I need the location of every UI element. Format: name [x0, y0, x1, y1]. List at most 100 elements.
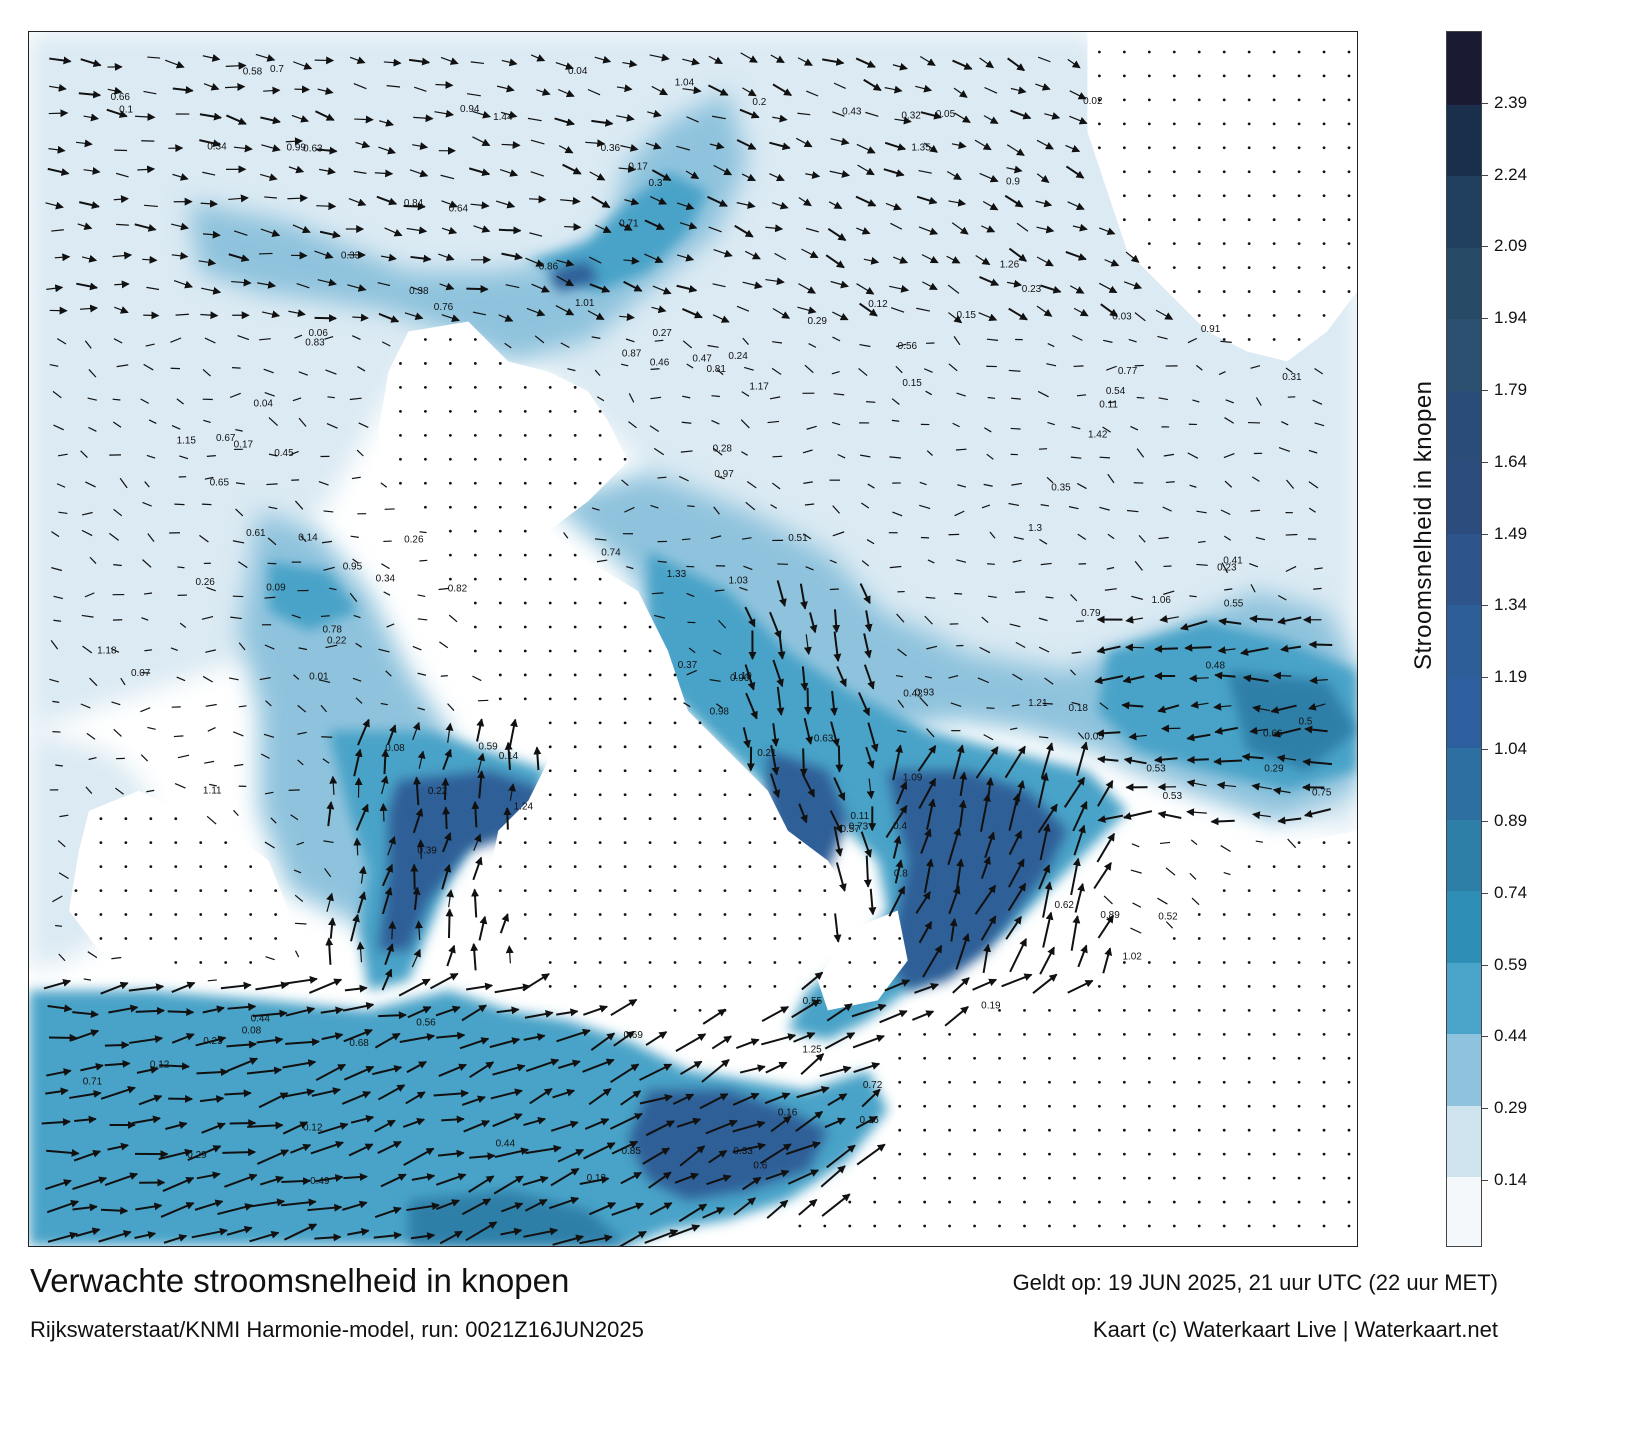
current-arrow: [888, 885, 906, 917]
current-arrow: [357, 718, 370, 746]
current-arrow: [160, 1202, 195, 1218]
current-arrow: [526, 307, 546, 317]
current-arrow: [53, 619, 62, 622]
calm-dot: [573, 769, 577, 773]
current-arrow: [324, 868, 332, 878]
speed-value-label: 0.75: [1312, 788, 1332, 799]
current-arrow: [461, 1004, 487, 1022]
calm-dot: [998, 1008, 1001, 1012]
calm-dot: [1122, 1104, 1126, 1108]
colorbar-tick-mark: [1482, 749, 1488, 751]
current-arrow: [355, 642, 363, 648]
current-arrow: [986, 338, 999, 341]
current-arrow: [682, 340, 693, 349]
calm-dot: [1247, 50, 1251, 54]
current-arrow: [173, 280, 193, 289]
current-arrow: [620, 143, 639, 152]
calm-dot: [773, 961, 777, 964]
current-arrow: [499, 169, 519, 177]
speed-value-label: 1.33: [667, 569, 687, 580]
calm-dot: [1347, 1128, 1351, 1132]
current-arrow: [315, 146, 338, 155]
current-arrow: [650, 195, 668, 205]
current-arrow: [651, 169, 672, 182]
calm-dot: [698, 865, 702, 869]
speed-value-label: 1.26: [1000, 259, 1020, 270]
current-arrow: [803, 687, 812, 716]
calm-dot: [1172, 1200, 1176, 1204]
current-arrow: [293, 674, 300, 680]
current-arrow: [832, 505, 841, 514]
calm-dot: [1097, 1224, 1101, 1228]
calm-dot: [798, 1224, 802, 1228]
current-arrow: [948, 885, 961, 915]
current-speed-map[interactable]: 0.16 0.22 0.39 0.29 0.34 0.16 0.15 0.04 0.23 0.21…: [28, 31, 1358, 1247]
calm-dot: [448, 457, 452, 461]
speed-value-label: 1.02: [1122, 951, 1142, 962]
calm-dot: [174, 865, 178, 869]
speed-value-label: 0.22: [428, 786, 448, 797]
speed-value-label: 0.55: [1224, 598, 1244, 609]
current-arrow: [956, 559, 967, 563]
speed-value-label: 0.6: [753, 1161, 767, 1172]
current-arrow: [657, 476, 667, 479]
calm-dot: [473, 649, 477, 653]
calm-dot: [773, 985, 777, 988]
calm-dot: [1048, 1104, 1051, 1108]
current-arrow: [821, 1193, 851, 1217]
current-arrow: [171, 425, 181, 430]
current-arrow: [470, 201, 490, 210]
calm-dot: [1197, 1200, 1201, 1204]
calm-dot: [1222, 194, 1226, 198]
current-arrow: [177, 566, 185, 569]
current-arrow: [1008, 502, 1020, 507]
calm-dot: [448, 409, 452, 413]
calm-dot: [1247, 1032, 1251, 1036]
colorbar-tick-mark: [1482, 390, 1488, 392]
calm-dot: [1197, 98, 1201, 102]
calm-dot: [1247, 1224, 1251, 1228]
current-arrow: [800, 1053, 825, 1076]
current-arrow: [498, 226, 522, 235]
current-arrow: [717, 475, 725, 480]
current-arrow: [829, 559, 837, 564]
calm-dot: [1222, 1224, 1226, 1228]
current-arrow: [953, 87, 968, 98]
calm-dot: [698, 841, 702, 845]
current-arrow: [1039, 538, 1048, 545]
current-arrow: [291, 114, 310, 123]
current-arrow: [343, 1173, 368, 1181]
calm-dot: [623, 985, 627, 988]
calm-dot: [1322, 266, 1326, 270]
calm-dot: [823, 985, 827, 988]
current-arrow: [435, 1173, 467, 1186]
calm-dot: [623, 745, 627, 749]
speed-value-label: 0.98: [710, 707, 730, 718]
calm-dot: [573, 625, 577, 629]
speed-value-label: 0.29: [1264, 763, 1284, 774]
current-arrow: [624, 197, 640, 206]
current-arrow: [494, 983, 532, 994]
calm-dot: [773, 913, 777, 916]
calm-dot: [1172, 1176, 1176, 1180]
land-west: [68, 790, 289, 971]
calm-dot: [1297, 122, 1301, 126]
current-arrow: [711, 395, 720, 398]
calm-dot: [473, 409, 477, 413]
speed-value-label: 0.24: [728, 351, 748, 362]
calm-dot: [648, 793, 652, 797]
current-arrow: [55, 764, 63, 767]
current-arrow: [353, 837, 362, 856]
current-arrow: [187, 1145, 222, 1162]
calm-dot: [698, 745, 702, 749]
calm-dot: [473, 601, 477, 605]
current-arrow: [806, 90, 819, 97]
current-arrow: [804, 503, 815, 506]
current-arrow: [715, 703, 723, 709]
current-arrow: [833, 393, 845, 396]
calm-dot: [1073, 1152, 1076, 1156]
speed-value-label: 0.48: [1206, 661, 1226, 672]
calm-dot: [873, 1176, 877, 1180]
current-arrow: [108, 1004, 139, 1014]
calm-dot: [1197, 985, 1201, 988]
